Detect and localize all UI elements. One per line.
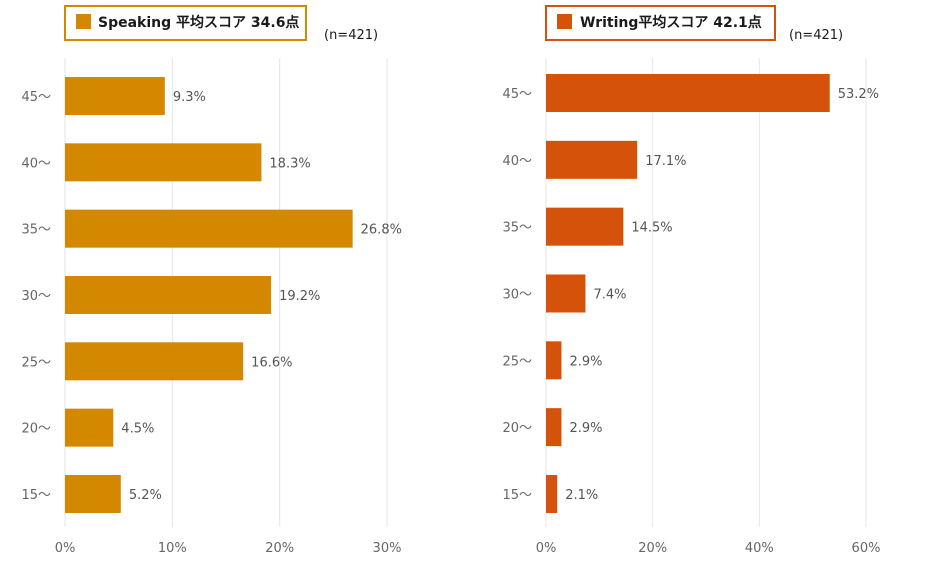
- speaking-value-label: 16.6%: [251, 355, 292, 370]
- writing-legend-frame: [545, 5, 776, 41]
- writing-category-label: 40～: [502, 154, 532, 169]
- writing-value-labels: 53.2% 17.1% 14.5% 7.4% 2.9% 2.9% 2.1%: [565, 87, 879, 503]
- speaking-bar: [65, 143, 262, 182]
- speaking-category-label: 35～: [21, 223, 51, 238]
- writing-sample-size: (n=421): [789, 28, 843, 43]
- speaking-x-tick-label: 20%: [265, 541, 294, 556]
- speaking-category-label: 25～: [21, 355, 51, 370]
- speaking-x-tick-label: 0%: [55, 541, 76, 556]
- writing-x-tick-label: 40%: [745, 541, 774, 556]
- writing-x-tick-label: 0%: [536, 541, 557, 556]
- writing-value-label: 2.1%: [565, 488, 598, 503]
- writing-value-label: 14.5%: [631, 221, 672, 236]
- writing-bar: [546, 140, 638, 179]
- speaking-categories: 45～ 40～ 35～ 30～ 25～ 20～ 15～: [21, 90, 51, 503]
- speaking-value-labels: 9.3% 18.3% 26.8% 19.2% 16.6% 4.5% 5.2%: [121, 90, 402, 503]
- writing-category-label: 20～: [502, 421, 532, 436]
- writing-x-tick-label: 20%: [638, 541, 667, 556]
- writing-x-tick-label: 60%: [852, 541, 881, 556]
- speaking-value-label: 18.3%: [269, 156, 310, 171]
- speaking-value-label: 9.3%: [173, 90, 206, 105]
- speaking-bars: [65, 77, 353, 513]
- speaking-category-label: 20～: [21, 422, 51, 437]
- speaking-chart: Speaking 平均スコア 34.6点 (n=421) 45～ 40～ 35～ 30…: [21, 5, 402, 556]
- writing-categories: 45～ 40～ 35～ 30～ 25～ 20～ 15～: [502, 87, 532, 503]
- speaking-value-label: 26.8%: [361, 223, 402, 238]
- writing-category-label: 30～: [502, 287, 532, 302]
- writing-bar: [546, 408, 562, 447]
- speaking-category-label: 40～: [21, 156, 51, 171]
- writing-category-label: 35～: [502, 221, 532, 236]
- writing-value-label: 2.9%: [569, 421, 602, 436]
- speaking-title: Speaking 平均スコア 34.6点: [98, 14, 299, 31]
- speaking-bar: [65, 209, 353, 248]
- writing-value-label: 53.2%: [838, 87, 879, 102]
- speaking-value-label: 19.2%: [279, 289, 320, 304]
- writing-x-ticks: 0% 20% 40% 60%: [536, 541, 881, 556]
- writing-value-label: 7.4%: [593, 287, 626, 302]
- speaking-category-label: 45～: [21, 90, 51, 105]
- writing-bar: [546, 341, 562, 380]
- speaking-x-tick-label: 30%: [373, 541, 402, 556]
- speaking-x-ticks: 0% 10% 20% 30%: [55, 541, 402, 556]
- writing-bar: [546, 274, 586, 313]
- writing-title: Writing平均スコア 42.1点: [580, 14, 762, 31]
- writing-bar: [546, 207, 624, 246]
- speaking-legend-swatch: [76, 14, 91, 29]
- speaking-category-label: 30～: [21, 289, 51, 304]
- speaking-sample-size: (n=421): [324, 28, 378, 43]
- speaking-bar: [65, 77, 165, 115]
- speaking-bar: [65, 474, 121, 513]
- writing-value-label: 17.1%: [645, 154, 686, 169]
- speaking-legend: Speaking 平均スコア 34.6点: [64, 5, 307, 41]
- speaking-bar: [65, 408, 114, 447]
- speaking-legend-frame: [64, 5, 307, 41]
- writing-legend: Writing平均スコア 42.1点: [545, 5, 776, 41]
- writing-chart: Writing平均スコア 42.1点 (n=421) 45～ 40～ 35～ 30～ 2…: [502, 5, 881, 556]
- writing-bar: [546, 474, 558, 513]
- writing-legend-swatch: [557, 14, 572, 29]
- speaking-value-label: 4.5%: [121, 422, 154, 437]
- writing-bar: [546, 74, 830, 112]
- writing-bars: [546, 74, 830, 513]
- writing-value-label: 2.9%: [569, 354, 602, 369]
- speaking-value-label: 5.2%: [129, 488, 162, 503]
- writing-category-label: 15～: [502, 488, 532, 503]
- speaking-category-label: 15～: [21, 488, 51, 503]
- writing-category-label: 25～: [502, 354, 532, 369]
- speaking-x-tick-label: 10%: [158, 541, 187, 556]
- writing-category-label: 45～: [502, 87, 532, 102]
- speaking-bar: [65, 275, 272, 314]
- speaking-bar: [65, 342, 244, 381]
